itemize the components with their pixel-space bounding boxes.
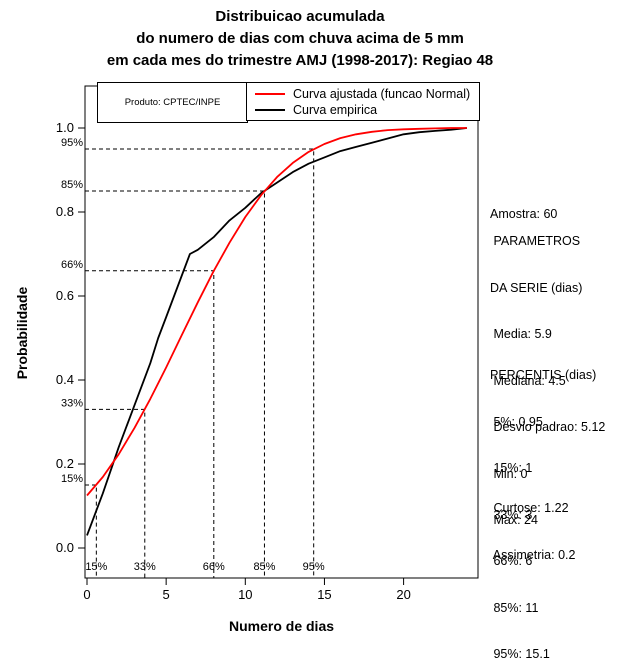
y-tick-label: 0.6 [56, 288, 74, 303]
percentis-line: PERCENTIS (dias) [490, 368, 597, 382]
y-axis-title: Probabilidade [14, 286, 30, 380]
legend-entry-empirical: Curva empirica [247, 102, 479, 118]
product-label: Produto: CPTEC/INPE [124, 97, 221, 108]
percentile-label-bottom: 85% [253, 561, 275, 573]
percentile-guide-line [85, 148, 315, 578]
moments-block: Curtose: 1.22 Assimetria: 0.2 [490, 470, 576, 594]
y-tick-label: 0.2 [56, 456, 74, 471]
legend-label-empirical: Curva empirica [293, 102, 378, 117]
percentis-line: 95%: 15.1 [490, 647, 550, 660]
percentis-line: 5%: 0.95 [490, 414, 543, 429]
curve-fitted [86, 127, 467, 497]
percentile-label-left: 15% [61, 473, 83, 485]
legend-label-fitted: Curva ajustada (funcao Normal) [293, 86, 471, 101]
y-tick-label: 0.0 [56, 540, 74, 555]
percentile-label-bottom: 15% [85, 561, 107, 573]
percentile-label-left: 66% [61, 259, 83, 271]
chart-title: Distribuicao acumulada do numero de dias… [0, 6, 600, 72]
parametros-line: Min: 0 [490, 466, 528, 481]
percentile-guide-line [85, 190, 265, 578]
parametros-line: DA SERIE (dias) [490, 280, 583, 295]
parametros-line: PARAMETROS [490, 234, 581, 248]
percentiles-block: PERCENTIS (dias) 5%: 0.95 15%: 1 33%: 3 … [490, 337, 596, 660]
x-tick-label: 20 [396, 587, 410, 602]
parameters-block: PARAMETROS DA SERIE (dias) Media: 5.9 Me… [490, 203, 605, 560]
empirical-curve-swatch [255, 108, 285, 111]
curtose-line: Curtose: 1.22 [490, 501, 569, 515]
title-line-3: em cada mes do trimestre AMJ (1998-2017)… [106, 52, 494, 69]
parametros-line: Mediana: 4.5 [490, 373, 566, 388]
percentis-line: 15%: 1 [490, 461, 533, 475]
amostra-line: Amostra: 60 [490, 207, 558, 221]
percentis-line: 33%: 3 [490, 507, 533, 522]
percentis-line: 85%: 11 [490, 600, 539, 615]
percentile-guide-line [85, 408, 146, 578]
fitted-curve-swatch [255, 92, 285, 95]
y-tick-label: 1.0 [56, 120, 74, 135]
legend: Curva ajustada (funcao Normal) Curva emp… [246, 82, 480, 121]
parametros-line: Max: 24 [490, 513, 538, 527]
x-tick-label: 10 [238, 587, 252, 602]
percentile-label-left: 95% [61, 137, 83, 149]
x-tick-label: 5 [163, 587, 170, 602]
sample-size-text: Amostra: 60 [490, 176, 557, 254]
percentile-guide-line [85, 270, 215, 578]
legend-entry-fitted: Curva ajustada (funcao Normal) [247, 86, 479, 102]
product-box: Produto: CPTEC/INPE [97, 82, 248, 123]
assimetria-line: Assimetria: 0.2 [490, 547, 576, 562]
plot-border [84, 85, 479, 579]
title-line-1: Distribuicao acumulada [215, 8, 385, 25]
x-tick-label: 15 [317, 587, 331, 602]
title-line-2: do numero de dias com chuva acima de 5 m… [136, 30, 464, 47]
percentile-guide-line [85, 484, 97, 578]
percentile-label-bottom: 33% [134, 561, 156, 573]
x-axis-title: Numero de dias [228, 618, 335, 634]
parametros-line: Desvio padrao: 5.12 [490, 420, 606, 434]
x-tick-label: 0 [83, 587, 90, 602]
percentile-label-bottom: 66% [203, 561, 225, 573]
parametros-line: Media: 5.9 [490, 327, 552, 341]
y-tick-label: 0.8 [56, 204, 74, 219]
y-tick-label: 0.4 [56, 372, 74, 387]
percentile-label-left: 33% [61, 397, 83, 409]
percentis-line: 66%: 6 [490, 554, 533, 568]
curve-empirical [86, 127, 467, 536]
percentile-label-bottom: 95% [303, 561, 325, 573]
percentile-label-left: 85% [61, 179, 83, 191]
